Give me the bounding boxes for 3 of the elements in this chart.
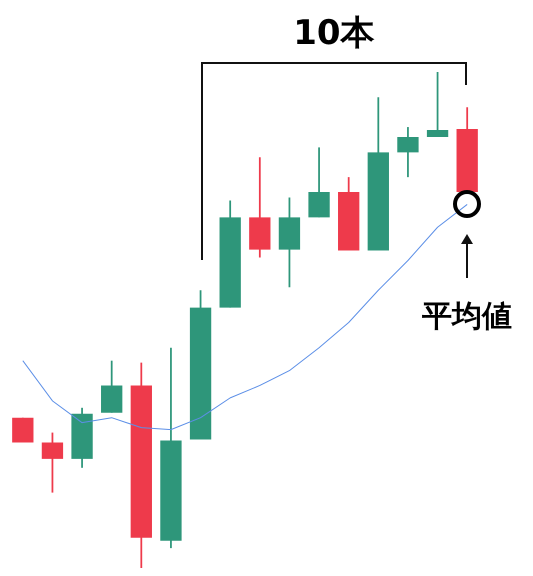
text: 10本 — [292, 12, 376, 55]
candlestick — [426, 72, 448, 137]
annotation: 平均値 — [421, 298, 514, 336]
